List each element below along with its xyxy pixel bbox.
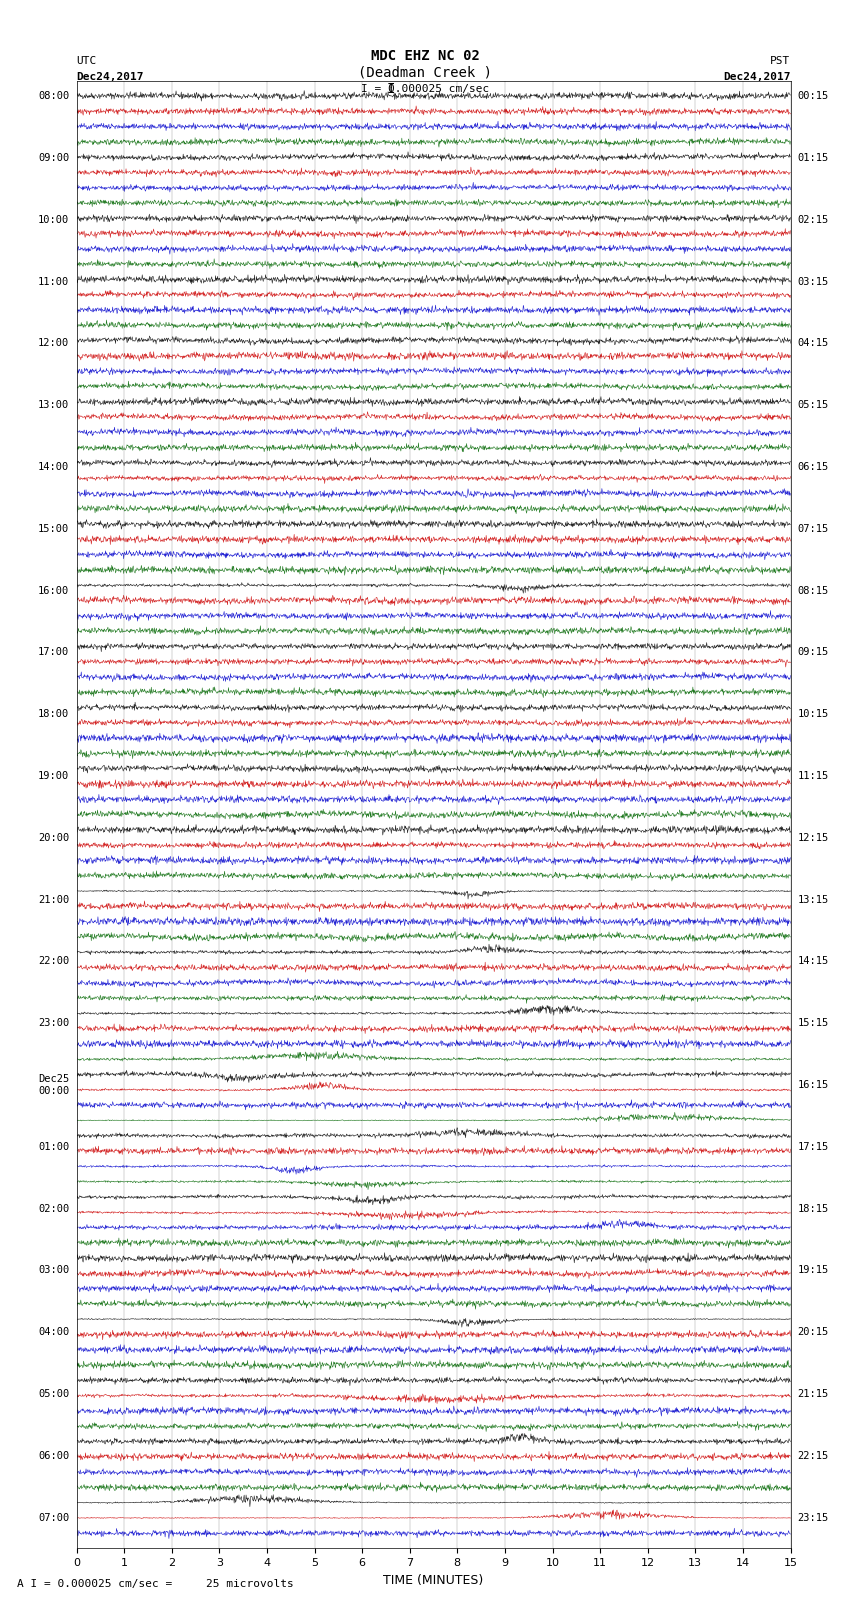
Text: 03:00: 03:00 <box>38 1265 70 1276</box>
Text: Dec25
00:00: Dec25 00:00 <box>38 1074 70 1095</box>
Text: 22:00: 22:00 <box>38 957 70 966</box>
Text: 15:15: 15:15 <box>797 1018 829 1027</box>
Text: 08:15: 08:15 <box>797 586 829 595</box>
Text: UTC: UTC <box>76 56 97 66</box>
Text: 11:15: 11:15 <box>797 771 829 781</box>
Text: 18:15: 18:15 <box>797 1203 829 1213</box>
Text: 16:00: 16:00 <box>38 586 70 595</box>
Text: 03:15: 03:15 <box>797 276 829 287</box>
Text: 01:00: 01:00 <box>38 1142 70 1152</box>
Text: 09:00: 09:00 <box>38 153 70 163</box>
Text: 19:15: 19:15 <box>797 1265 829 1276</box>
Text: 14:15: 14:15 <box>797 957 829 966</box>
Text: 06:00: 06:00 <box>38 1450 70 1461</box>
Text: 13:00: 13:00 <box>38 400 70 410</box>
Text: 17:00: 17:00 <box>38 647 70 658</box>
Text: 10:15: 10:15 <box>797 710 829 719</box>
Text: (Deadman Creek ): (Deadman Creek ) <box>358 66 492 79</box>
Text: PST: PST <box>770 56 790 66</box>
Text: 23:00: 23:00 <box>38 1018 70 1027</box>
Text: Dec24,2017: Dec24,2017 <box>723 73 791 82</box>
Text: 17:15: 17:15 <box>797 1142 829 1152</box>
Text: 10:00: 10:00 <box>38 215 70 224</box>
Text: I: I <box>387 82 395 95</box>
Text: 02:00: 02:00 <box>38 1203 70 1213</box>
Text: 21:15: 21:15 <box>797 1389 829 1398</box>
Text: 07:00: 07:00 <box>38 1513 70 1523</box>
X-axis label: TIME (MINUTES): TIME (MINUTES) <box>383 1574 484 1587</box>
Text: 19:00: 19:00 <box>38 771 70 781</box>
Text: 13:15: 13:15 <box>797 895 829 905</box>
Text: 22:15: 22:15 <box>797 1450 829 1461</box>
Text: 08:00: 08:00 <box>38 90 70 102</box>
Text: 05:00: 05:00 <box>38 1389 70 1398</box>
Text: 20:15: 20:15 <box>797 1327 829 1337</box>
Text: MDC EHZ NC 02: MDC EHZ NC 02 <box>371 50 479 63</box>
Text: 11:00: 11:00 <box>38 276 70 287</box>
Text: 00:15: 00:15 <box>797 90 829 102</box>
Text: 12:00: 12:00 <box>38 339 70 348</box>
Text: 18:00: 18:00 <box>38 710 70 719</box>
Text: 04:00: 04:00 <box>38 1327 70 1337</box>
Text: 20:00: 20:00 <box>38 832 70 842</box>
Text: 02:15: 02:15 <box>797 215 829 224</box>
Text: 09:15: 09:15 <box>797 647 829 658</box>
Text: 14:00: 14:00 <box>38 461 70 473</box>
Text: 15:00: 15:00 <box>38 524 70 534</box>
Text: 12:15: 12:15 <box>797 832 829 842</box>
Text: 07:15: 07:15 <box>797 524 829 534</box>
Text: 06:15: 06:15 <box>797 461 829 473</box>
Text: 01:15: 01:15 <box>797 153 829 163</box>
Text: Dec24,2017: Dec24,2017 <box>76 73 144 82</box>
Text: 23:15: 23:15 <box>797 1513 829 1523</box>
Text: 04:15: 04:15 <box>797 339 829 348</box>
Text: A I = 0.000025 cm/sec =     25 microvolts: A I = 0.000025 cm/sec = 25 microvolts <box>17 1579 294 1589</box>
Text: I = 0.000025 cm/sec: I = 0.000025 cm/sec <box>361 84 489 94</box>
Text: 05:15: 05:15 <box>797 400 829 410</box>
Text: 21:00: 21:00 <box>38 895 70 905</box>
Text: 16:15: 16:15 <box>797 1081 829 1090</box>
